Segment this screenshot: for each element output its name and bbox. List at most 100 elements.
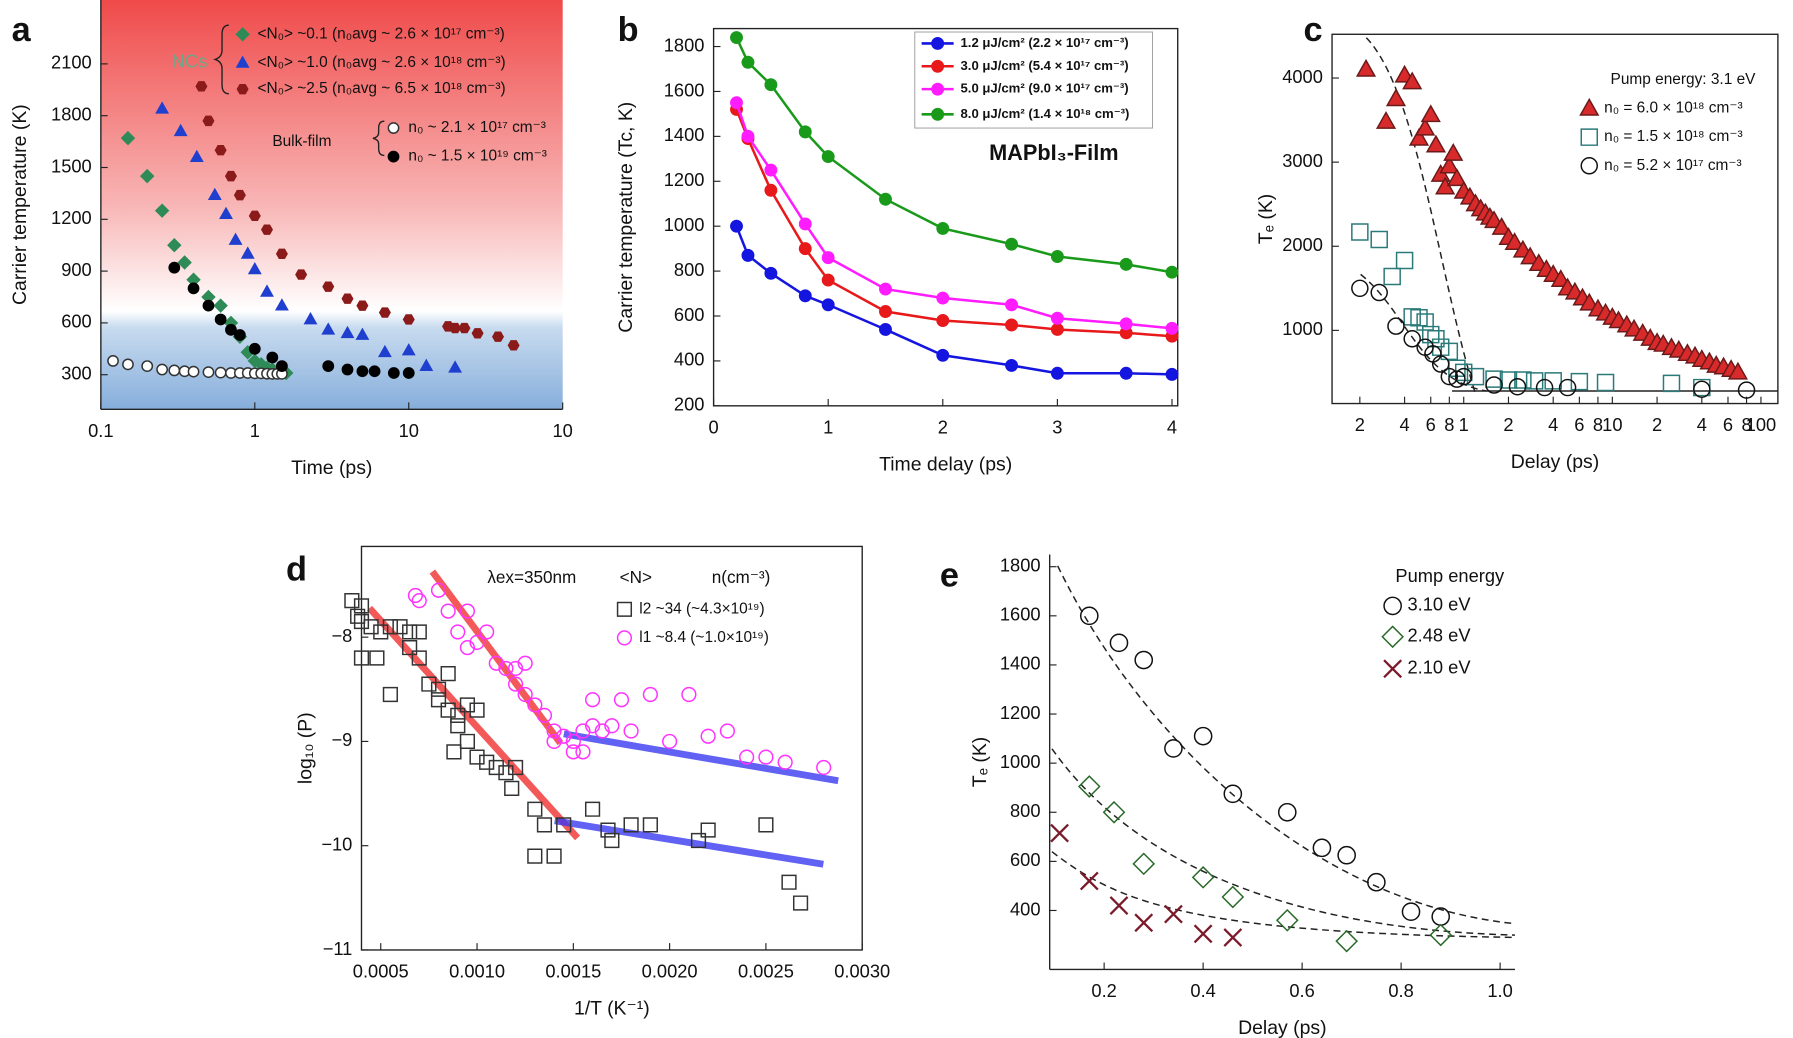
marker: [517, 686, 533, 703]
plot-frame: [1331, 33, 1779, 405]
legend-marker: [1383, 659, 1403, 679]
marker: [1367, 872, 1386, 892]
marker: [1193, 726, 1213, 746]
marker: [189, 149, 204, 162]
marker: [1737, 381, 1756, 399]
legend-marker: [1580, 157, 1599, 175]
x-tick-label: 2: [1652, 414, 1662, 435]
marker: [440, 603, 456, 619]
marker: [781, 874, 797, 890]
marker: [240, 246, 255, 259]
marker: [700, 728, 716, 744]
marker: [936, 291, 950, 305]
y-tick-label: 1600: [664, 79, 705, 100]
y-axis-label: log₁₀ (P): [295, 712, 317, 784]
x-tick-label: 0.0015: [545, 961, 601, 982]
marker: [266, 351, 279, 364]
marker: [195, 81, 208, 92]
marker: [1005, 298, 1019, 312]
x-tick-label: 0.0020: [642, 961, 698, 982]
marker: [350, 608, 366, 624]
legend-marker: [616, 630, 633, 646]
panel-label: d: [286, 551, 307, 589]
marker: [368, 365, 381, 378]
marker: [322, 281, 335, 292]
marker: [1079, 871, 1099, 891]
legend-marker: [931, 36, 945, 50]
marker: [816, 759, 832, 776]
marker: [556, 728, 572, 744]
x-tick-label: 0: [709, 417, 719, 438]
marker: [411, 624, 427, 640]
legend-header: λex=350nm: [487, 567, 576, 587]
fit-line: [1365, 37, 1476, 393]
x-tick-label: 0.6: [1289, 980, 1314, 1001]
marker: [276, 360, 288, 372]
x-tick-label: 10: [399, 420, 419, 441]
marker: [1077, 775, 1101, 798]
marker: [758, 749, 774, 765]
marker: [764, 78, 778, 92]
marker: [792, 895, 809, 911]
y-tick-label: 3000: [1282, 150, 1323, 171]
marker: [321, 322, 336, 335]
marker: [1165, 265, 1179, 279]
marker: [741, 129, 755, 143]
marker: [382, 686, 398, 703]
marker: [1165, 321, 1179, 335]
marker: [777, 754, 793, 770]
marker: [527, 697, 543, 713]
y-tick-label: 1200: [664, 169, 705, 190]
marker: [154, 203, 170, 218]
legend-label: 1.2 μJ/cm² (2.2 × 10¹⁷ cm⁻³): [961, 35, 1129, 50]
marker: [764, 266, 778, 280]
marker: [730, 219, 743, 233]
marker: [1504, 232, 1525, 251]
x-tick-label: 6: [1574, 414, 1584, 435]
fit-line: [366, 605, 581, 841]
marker: [741, 55, 755, 69]
legend-marker: [1381, 625, 1404, 649]
marker: [575, 744, 591, 760]
fit-line: [554, 817, 824, 868]
fit-line: [429, 569, 564, 746]
marker: [1525, 372, 1544, 390]
marker: [1416, 313, 1434, 331]
marker: [173, 123, 188, 137]
marker: [642, 686, 658, 703]
panel-label: a: [12, 11, 32, 49]
marker: [1191, 865, 1215, 889]
marker: [341, 293, 354, 304]
x-tick-label: 10: [1602, 414, 1622, 435]
x-tick-label: 100: [1746, 414, 1777, 435]
marker: [1579, 292, 1600, 311]
marker: [1395, 251, 1414, 270]
marker: [1514, 371, 1532, 389]
marker: [1119, 317, 1133, 331]
marker: [202, 299, 215, 312]
marker: [402, 367, 415, 379]
marker: [546, 723, 562, 739]
marker: [1050, 366, 1064, 380]
marker: [202, 115, 215, 127]
marker: [879, 323, 892, 336]
marker: [430, 582, 447, 598]
marker: [1439, 155, 1460, 174]
marker: [1535, 378, 1554, 397]
marker: [458, 322, 471, 334]
marker: [1422, 325, 1440, 344]
x-tick-label: 4: [1400, 414, 1410, 435]
x-tick-label: 2: [1355, 414, 1365, 435]
marker: [504, 780, 520, 796]
marker: [517, 655, 533, 671]
legend-label: 3.10 eV: [1407, 594, 1471, 615]
marker: [1370, 230, 1388, 249]
y-tick-label: 1400: [664, 124, 705, 145]
x-tick-label: 4: [1167, 417, 1177, 438]
marker: [1165, 367, 1179, 381]
legend-label: l1 ~8.4 (~1.0×10¹⁹): [639, 629, 769, 646]
marker: [642, 817, 658, 833]
x-tick-label: 0.1: [88, 420, 113, 441]
marker: [798, 242, 812, 256]
